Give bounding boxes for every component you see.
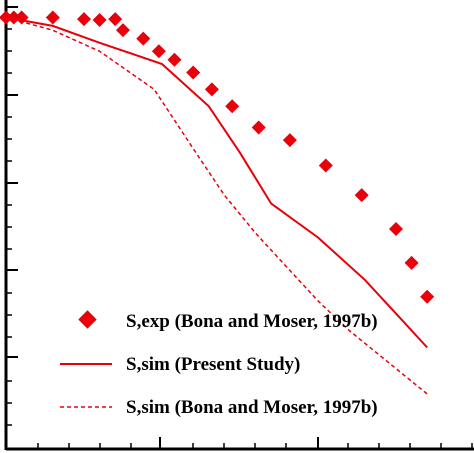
- legend: S,exp (Bona and Moser, 1997b) S,sim (Pre…: [60, 310, 378, 418]
- legend-entry-present-study: S,sim (Present Study): [60, 354, 300, 375]
- legend-label-present-study: S,sim (Present Study): [126, 354, 300, 375]
- data-point-diamond: [404, 255, 419, 270]
- data-point-diamond: [77, 12, 91, 27]
- data-point-diamond: [6, 10, 21, 25]
- data-point-diamond: [204, 82, 219, 97]
- data-point-diamond: [136, 31, 151, 46]
- x-ticks: [37, 437, 473, 449]
- data-point-diamond: [318, 158, 333, 173]
- axes: [4, 0, 474, 451]
- data-point-diamond: [45, 10, 60, 25]
- legend-label-bona-moser-sim: S,sim (Bona and Moser, 1997b): [126, 397, 378, 418]
- data-point-diamond: [92, 13, 107, 27]
- data-point-diamond: [167, 52, 182, 67]
- series-line-present-study: [5, 16, 428, 349]
- data-point-diamond: [225, 99, 240, 114]
- legend-label-exp: S,exp (Bona and Moser, 1997b): [126, 311, 378, 332]
- data-point-diamond: [108, 12, 123, 27]
- data-point-diamond: [186, 65, 201, 80]
- series-line-bona-moser-sim: [5, 16, 428, 395]
- y-ticks: [6, 6, 18, 426]
- data-point-diamond: [151, 44, 166, 59]
- data-point-diamond: [389, 222, 403, 236]
- data-point-diamond: [116, 23, 130, 38]
- data-point-diamond: [420, 289, 435, 304]
- legend-entry-exp: S,exp (Bona and Moser, 1997b): [78, 310, 378, 332]
- data-point-diamond: [251, 120, 266, 135]
- data-point-diamond: [282, 133, 297, 148]
- data-point-diamond: [354, 188, 369, 203]
- series-layer: [0, 10, 435, 395]
- legend-entry-bona-moser-sim: S,sim (Bona and Moser, 1997b): [60, 397, 378, 418]
- legend-marker-diamond: [78, 310, 97, 329]
